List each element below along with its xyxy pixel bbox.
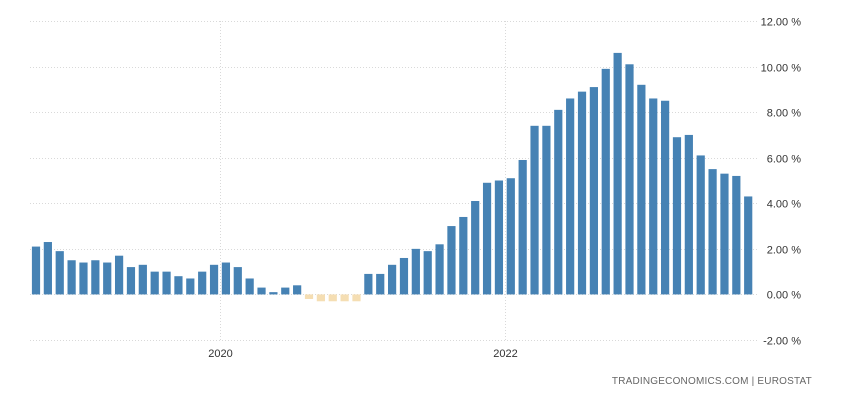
bar bbox=[55, 251, 64, 295]
bar bbox=[637, 84, 646, 295]
bar bbox=[625, 64, 634, 295]
x-tick-label: 2020 bbox=[208, 348, 232, 360]
chart-bars bbox=[31, 52, 753, 302]
bar bbox=[31, 246, 41, 295]
bar bbox=[696, 155, 705, 295]
bar bbox=[577, 91, 587, 295]
bar bbox=[328, 294, 337, 302]
y-axis-tick-labels: 12.00 % 10.00 % 8.00 % 6.00 % 4.00 % 2.00 % 0.… bbox=[761, 17, 802, 348]
y-tick-label: 4.00 % bbox=[767, 199, 801, 211]
bar bbox=[518, 159, 527, 295]
bar bbox=[221, 262, 231, 295]
bar bbox=[209, 264, 219, 295]
bar bbox=[257, 287, 266, 295]
bar bbox=[186, 278, 195, 295]
bar bbox=[150, 271, 159, 295]
bar bbox=[447, 226, 456, 295]
bar bbox=[388, 264, 397, 295]
bar bbox=[506, 178, 515, 295]
bar bbox=[589, 87, 598, 295]
bar bbox=[411, 248, 420, 295]
bar bbox=[103, 262, 112, 295]
bar bbox=[91, 260, 100, 295]
bar bbox=[649, 98, 658, 295]
bar bbox=[708, 169, 717, 295]
bar bbox=[43, 242, 52, 295]
bar bbox=[423, 251, 432, 295]
bar bbox=[566, 98, 575, 295]
bar bbox=[530, 125, 539, 295]
bar bbox=[138, 264, 147, 295]
bar bbox=[114, 255, 124, 295]
source-attribution: TRADINGECONOMICS.COM | EUROSTAT bbox=[611, 376, 812, 387]
bar bbox=[494, 180, 504, 295]
bar bbox=[316, 294, 325, 302]
bar bbox=[435, 244, 444, 295]
bar bbox=[554, 109, 563, 295]
bar bbox=[744, 196, 753, 295]
y-tick-label: 10.00 % bbox=[761, 63, 802, 75]
y-tick-label: 8.00 % bbox=[767, 108, 801, 120]
bar bbox=[364, 273, 373, 295]
chart-grid bbox=[30, 21, 758, 341]
x-axis-tick-labels: 2020 2022 bbox=[208, 348, 517, 360]
bar bbox=[684, 134, 693, 295]
bar bbox=[233, 267, 242, 295]
bar bbox=[376, 273, 385, 295]
y-tick-label: -2.00 % bbox=[763, 336, 801, 348]
bar bbox=[399, 257, 409, 295]
bar bbox=[340, 294, 349, 302]
y-tick-label: 12.00 % bbox=[761, 17, 802, 29]
bar bbox=[174, 276, 183, 295]
bar bbox=[304, 294, 314, 299]
y-tick-label: 6.00 % bbox=[767, 154, 801, 166]
bar bbox=[601, 68, 610, 295]
bar bbox=[281, 287, 290, 295]
bar bbox=[672, 137, 682, 295]
bar bbox=[352, 294, 361, 302]
bar bbox=[732, 175, 741, 295]
y-tick-label: 0.00 % bbox=[767, 290, 801, 302]
y-tick-label: 2.00 % bbox=[767, 245, 801, 257]
bar bbox=[459, 216, 468, 295]
bar bbox=[245, 278, 254, 295]
bar bbox=[720, 173, 729, 295]
bar bbox=[162, 271, 171, 295]
bar bbox=[79, 262, 88, 295]
bar bbox=[613, 52, 622, 295]
bar bbox=[269, 292, 278, 295]
bar bbox=[67, 260, 76, 295]
x-tick-label: 2022 bbox=[493, 348, 517, 360]
bar bbox=[293, 285, 302, 295]
bar bbox=[126, 267, 136, 295]
bar bbox=[471, 201, 480, 295]
bar bbox=[198, 271, 207, 295]
bar bbox=[542, 125, 551, 295]
bar bbox=[482, 182, 492, 295]
bar bbox=[661, 100, 670, 295]
